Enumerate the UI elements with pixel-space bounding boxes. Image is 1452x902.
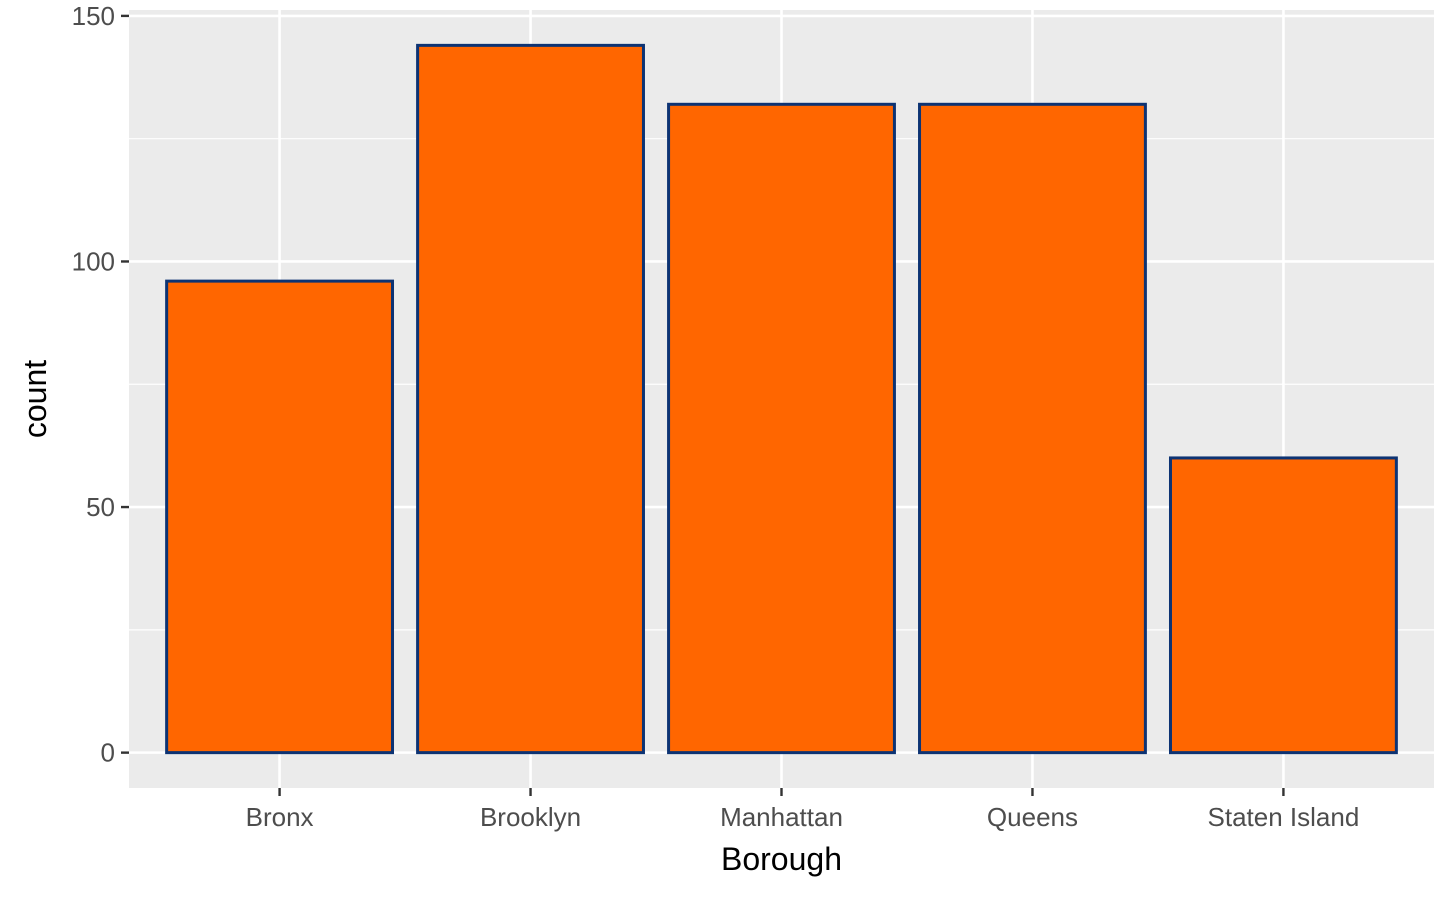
x-tick-label: Bronx <box>246 802 314 832</box>
y-axis-title: count <box>17 360 53 438</box>
y-tick-label: 0 <box>101 738 115 768</box>
x-tick-label: Staten Island <box>1208 802 1360 832</box>
x-axis-title: Borough <box>721 841 842 877</box>
y-tick-label: 150 <box>72 1 115 31</box>
bar-manhattan <box>667 102 896 755</box>
bar-staten-island <box>1168 456 1398 755</box>
y-tick-label: 50 <box>86 492 115 522</box>
x-axis: Bronx Brooklyn Manhattan Queens Staten Islan… <box>246 788 1360 832</box>
x-tick-label: Queens <box>987 802 1078 832</box>
bar-bronx <box>165 279 395 755</box>
x-tick-label: Manhattan <box>720 802 843 832</box>
x-tick-label: Brooklyn <box>480 802 581 832</box>
y-axis: 0 50 100 150 <box>72 1 129 768</box>
bar-queens <box>918 102 1147 755</box>
bar-brooklyn <box>416 43 645 755</box>
y-tick-label: 100 <box>72 246 115 276</box>
bars <box>165 43 1398 755</box>
